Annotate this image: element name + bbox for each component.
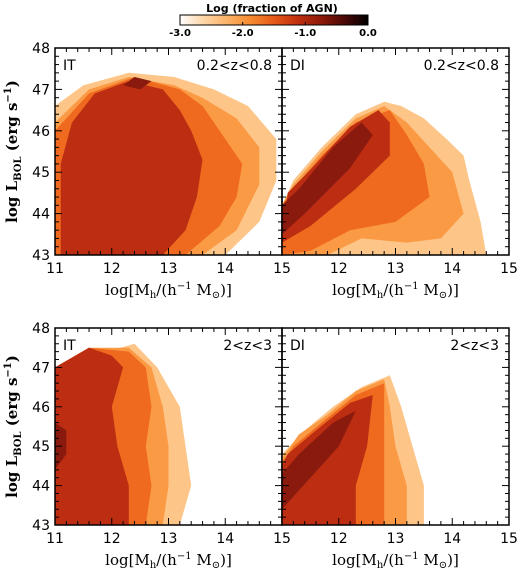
panel-model-label: DI (290, 58, 305, 74)
x-tick-label: 15 (273, 261, 291, 277)
x-tick-label: 12 (330, 531, 348, 547)
x-tick-label: 15 (500, 261, 518, 277)
y-tick-label: 44 (32, 207, 50, 223)
colorbar: Log (fraction of AGN) -3.0 -2.0 -1.0 0.0 (169, 2, 377, 39)
x-tick-label: 13 (387, 531, 405, 547)
y-tick-label: 48 (32, 41, 50, 57)
x-tick-label: 13 (387, 261, 405, 277)
panel-redshift-label: 0.2<z<0.8 (424, 58, 499, 74)
x-tick-label: 12 (103, 531, 121, 547)
colorbar-tick-label: -1.0 (294, 28, 316, 39)
x-axis-label: log[Mh/(h−1 M⊙)] (332, 551, 459, 571)
colorbar-gradient (179, 14, 369, 26)
panel-redshift-label: 0.2<z<0.8 (197, 58, 272, 74)
x-axis-label: log[Mh/(h−1 M⊙)] (332, 281, 459, 301)
colorbar-title: Log (fraction of AGN) (206, 2, 338, 15)
colorbar-tick-label: -2.0 (232, 28, 254, 39)
contour-level (123, 77, 152, 90)
y-tick-label: 47 (32, 82, 50, 98)
x-tick-label: 15 (273, 531, 291, 547)
x-tick-label: 13 (160, 531, 178, 547)
contour-group (282, 101, 487, 255)
panel-di-3: 12 13 14 15 log[Mh/(h−1 M⊙)] DI 2<z<3 (281, 327, 518, 571)
y-tick-label: 47 (32, 360, 50, 376)
contour-level (55, 347, 129, 525)
x-tick-label: 14 (443, 531, 461, 547)
x-tick-label: 14 (443, 261, 461, 277)
y-tick-label: 46 (32, 400, 50, 416)
x-tick-label: 11 (46, 261, 64, 277)
contour-level (282, 410, 356, 510)
contour-group (282, 375, 424, 525)
x-tick-label: 12 (103, 261, 121, 277)
y-axis-label: log LBOL (erg s−1) (3, 355, 24, 498)
y-tick-label: 43 (32, 248, 50, 264)
panel-it-0: 11 12 13 14 15 43 44 45 46 47 48 log LBOL (erg s−1)… (3, 41, 291, 301)
panel-redshift-label: 2<z<3 (450, 338, 499, 354)
panel-model-label: IT (63, 58, 76, 74)
y-tick-label: 43 (32, 518, 50, 534)
y-tick-label: 46 (32, 124, 50, 140)
panel-redshift-label: 2<z<3 (223, 338, 272, 354)
contour-group (55, 72, 277, 255)
panel-model-label: IT (63, 338, 76, 354)
x-tick-label: 12 (330, 261, 348, 277)
contour-group (55, 343, 192, 525)
panel-it-2: 11 12 13 14 15 43 44 45 46 47 48 log LBOL (erg s−1)… (3, 321, 291, 571)
x-tick-label: 11 (46, 531, 64, 547)
x-tick-label: 14 (216, 531, 234, 547)
y-tick-label: 45 (32, 165, 50, 181)
y-tick-label: 44 (32, 479, 50, 495)
x-tick-label: 15 (500, 531, 518, 547)
colorbar-tick-label: 0.0 (359, 28, 377, 39)
contour-level (60, 81, 203, 255)
colorbar-tick-label: -3.0 (169, 28, 191, 39)
y-axis-label: log LBOL (erg s−1) (3, 80, 24, 223)
panel-model-label: DI (290, 338, 305, 354)
x-tick-label: 13 (160, 261, 178, 277)
contour-level (282, 395, 373, 525)
x-tick-label: 14 (216, 261, 234, 277)
panel-di-1: 12 13 14 15 log[Mh/(h−1 M⊙)] DI 0.2<z<0.8 (281, 47, 518, 301)
x-axis-label: log[Mh/(h−1 M⊙)] (105, 281, 232, 301)
x-axis-label: log[Mh/(h−1 M⊙)] (105, 551, 232, 571)
y-tick-label: 48 (32, 321, 50, 337)
contour-level (282, 122, 373, 235)
y-tick-label: 45 (32, 439, 50, 455)
